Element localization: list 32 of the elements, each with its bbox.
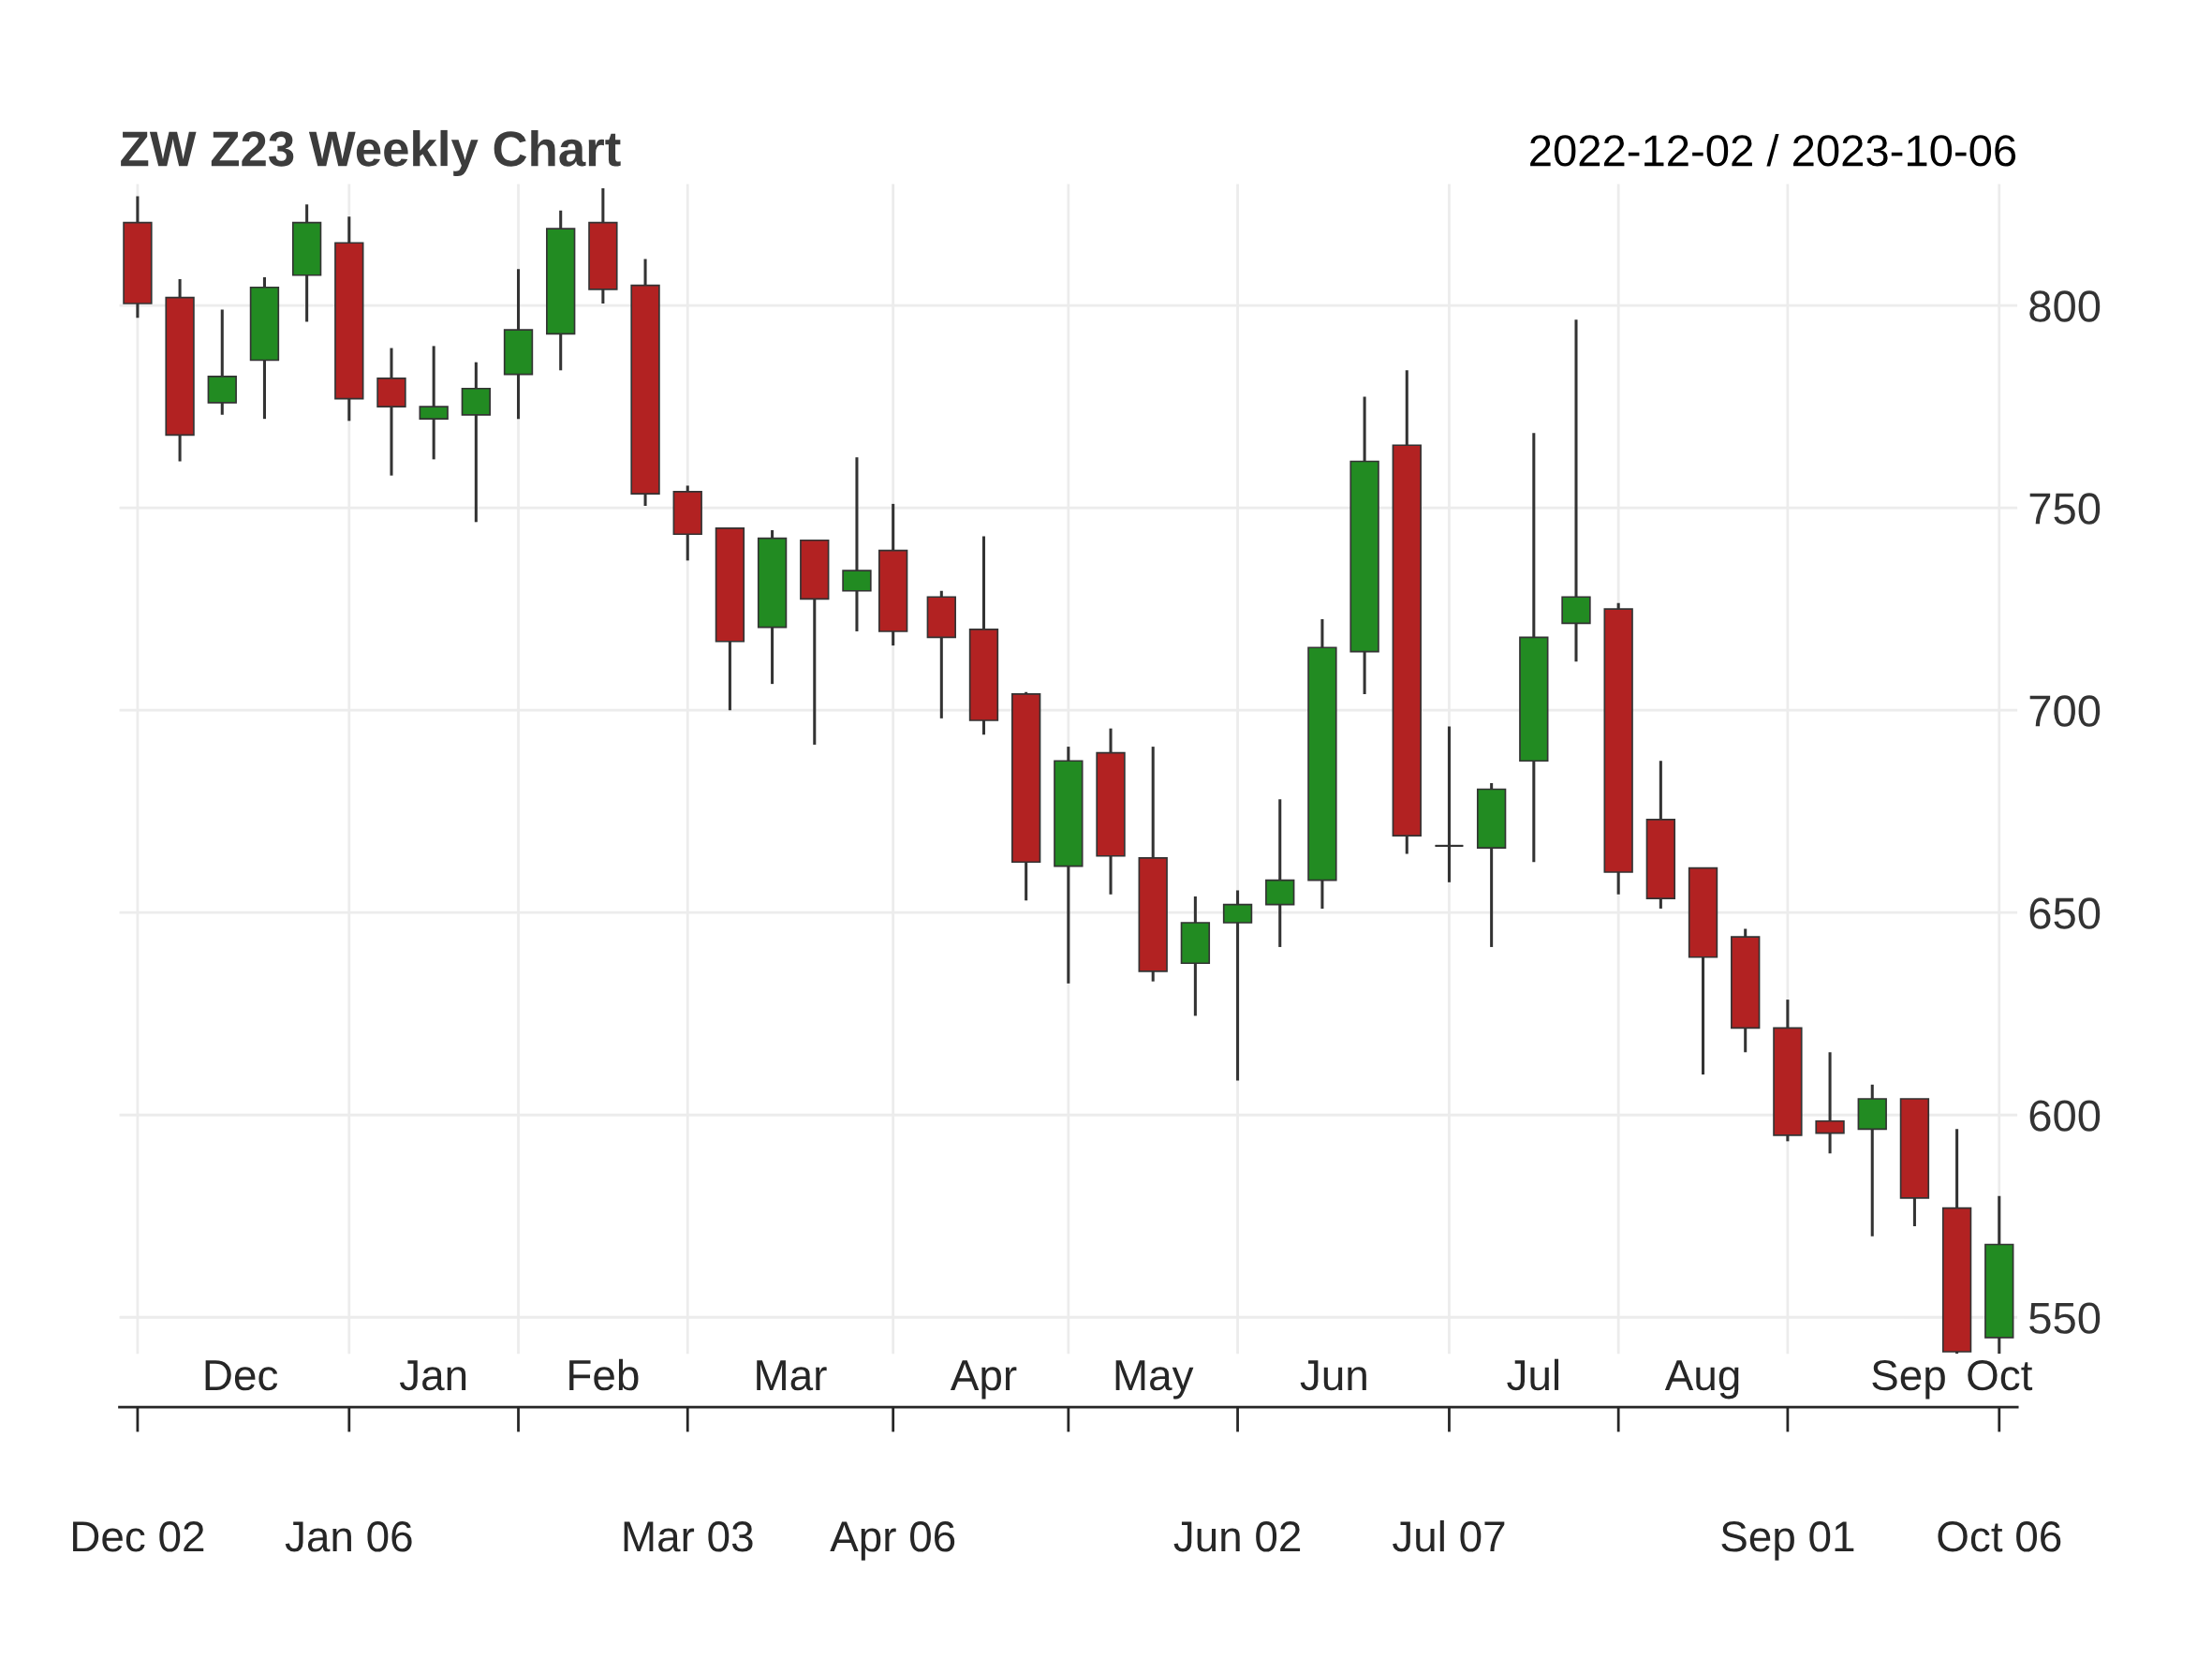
x-tick-label: Jan 06 <box>285 1521 412 1552</box>
y-tick-label: 700 <box>2029 695 2101 727</box>
y-tick-label: 750 <box>2029 493 2101 525</box>
x2-tick-label: May <box>1115 1360 1194 1400</box>
candlestick <box>1222 890 1253 1081</box>
x2-tick-label: Jun <box>1300 1360 1366 1391</box>
candlestick <box>1561 319 1591 662</box>
candlestick <box>419 346 449 460</box>
x2-tick-label: Mar <box>757 1360 827 1391</box>
x-tick-label: Dec 02 <box>73 1521 204 1552</box>
x-tick-label: Jun 02 <box>1173 1521 1301 1552</box>
x2-tick-label: Feb <box>569 1358 639 1391</box>
x-tick-label: Oct 06 <box>1938 1521 2061 1552</box>
x2-tick-label: Sep <box>1872 1359 1945 1400</box>
x-tick-label: Sep 01 <box>1721 1521 1854 1561</box>
x2-tick-label: Aug <box>1664 1360 1739 1400</box>
x-tick-label: Jul 07 <box>1393 1519 1505 1552</box>
chart-title: ZW Z23 Weekly Chart <box>121 129 621 177</box>
x2-tick-label: Oct <box>1968 1359 2033 1391</box>
chart-subtitle: 2022-12-02 / 2023-10-06 <box>1530 133 2016 167</box>
y-tick-label: 550 <box>2029 1302 2101 1334</box>
candlestick <box>1434 726 1465 882</box>
candlestick <box>842 457 872 631</box>
x2-tick-label: Jan <box>399 1360 466 1391</box>
x2-tick-label: Jul <box>1507 1358 1559 1391</box>
y-tick-label: 650 <box>2029 897 2101 929</box>
x2-tick-label: Dec <box>205 1360 278 1391</box>
x2-tick-label: Apr <box>950 1360 1017 1400</box>
y-tick-label: 800 <box>2029 290 2101 322</box>
y-tick-label: 600 <box>2029 1100 2101 1132</box>
x-tick-label: Mar 03 <box>624 1521 753 1552</box>
x-tick-label: Apr 06 <box>830 1521 955 1561</box>
